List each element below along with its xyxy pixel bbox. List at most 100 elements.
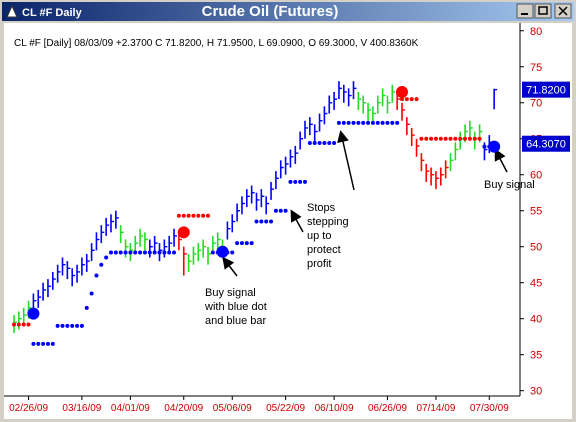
- y-tick-label: 35: [530, 350, 542, 362]
- stop-dot: [482, 144, 487, 149]
- annotation: and blue bar: [205, 315, 266, 327]
- stop-dot: [99, 262, 104, 267]
- stop-dot: [322, 141, 327, 146]
- stop-dot: [172, 250, 177, 255]
- y-tick-label: 40: [530, 314, 542, 326]
- stop-dot: [191, 213, 196, 218]
- stop-dot: [249, 241, 254, 246]
- annotation: with blue dot: [204, 301, 267, 313]
- stop-dot: [113, 250, 118, 255]
- stop-dot: [458, 136, 463, 141]
- stop-dot: [385, 120, 390, 125]
- y-tick-label: 50: [530, 242, 542, 254]
- stop-dot: [55, 323, 60, 328]
- stop-dot: [41, 341, 46, 346]
- stop-dot: [196, 213, 201, 218]
- stop-dot: [230, 250, 235, 255]
- stop-dot: [429, 136, 434, 141]
- stop-dot: [273, 208, 278, 213]
- stop-dot: [453, 136, 458, 141]
- stop-dot: [157, 250, 162, 255]
- stop-dot: [152, 250, 157, 255]
- stop-dot: [467, 136, 472, 141]
- stop-dot: [89, 291, 94, 296]
- signal-dot: [396, 85, 408, 98]
- stop-dot: [278, 208, 283, 213]
- stop-dot: [118, 250, 123, 255]
- stop-dot: [346, 120, 351, 125]
- annotation: profit: [307, 258, 331, 270]
- stop-dot: [375, 120, 380, 125]
- stop-dot: [404, 97, 409, 102]
- chart-background: [4, 23, 572, 419]
- signal-dot: [177, 226, 190, 239]
- x-tick-label: 05/22/09: [266, 403, 305, 414]
- y-tick-label: 55: [530, 206, 542, 218]
- stop-dot: [181, 213, 186, 218]
- x-tick-label: 05/06/09: [213, 403, 252, 414]
- y-tick-label: 70: [530, 98, 542, 110]
- stop-dot: [351, 120, 356, 125]
- x-tick-label: 07/30/09: [470, 403, 509, 414]
- stop-dot: [12, 322, 16, 327]
- x-tick-label: 02/26/09: [9, 403, 48, 414]
- stop-dot: [370, 120, 375, 125]
- minimize-button[interactable]: [516, 3, 534, 19]
- x-tick-label: 07/14/09: [416, 403, 455, 414]
- price-tag-label: 64.3070: [526, 139, 566, 151]
- stop-dot: [438, 136, 443, 141]
- annotation: up to: [307, 230, 331, 242]
- stop-dot: [443, 136, 448, 141]
- annotation: Buy signal: [484, 179, 535, 191]
- stop-dot: [109, 250, 113, 255]
- stop-dot: [400, 97, 404, 102]
- stop-dot: [123, 250, 128, 255]
- maximize-button[interactable]: [534, 3, 552, 19]
- stop-dot: [65, 323, 70, 328]
- stop-dot: [448, 136, 453, 141]
- stop-dot: [79, 323, 84, 328]
- stop-dot: [235, 241, 240, 246]
- stop-dot: [162, 250, 167, 255]
- signal-dot: [27, 307, 40, 320]
- stop-dot: [36, 341, 41, 346]
- stop-dot: [142, 250, 147, 255]
- y-tick-label: 45: [530, 278, 542, 290]
- stop-dot: [128, 250, 133, 255]
- stop-dot: [409, 97, 414, 102]
- stop-dot: [259, 219, 264, 224]
- annotation: Buy signal: [205, 287, 256, 299]
- stop-dot: [21, 322, 26, 327]
- stop-dot: [45, 341, 50, 346]
- stop-dot: [303, 179, 307, 184]
- stop-dot: [50, 341, 55, 346]
- x-tick-label: 06/10/09: [315, 403, 354, 414]
- price-tag-label: 71.8200: [526, 85, 566, 97]
- stop-dot: [133, 250, 138, 255]
- stop-dot: [288, 179, 293, 184]
- stop-dot: [75, 323, 80, 328]
- stop-dot: [176, 213, 181, 218]
- stop-dot: [201, 213, 206, 218]
- stop-dot: [312, 141, 317, 146]
- stop-dot: [84, 305, 89, 310]
- y-tick-label: 75: [530, 62, 542, 74]
- app-icon: [6, 4, 18, 18]
- stop-dot: [26, 322, 31, 327]
- stop-dot: [94, 273, 99, 278]
- stop-dot: [264, 219, 269, 224]
- stop-dot: [16, 322, 21, 327]
- stop-dot: [307, 141, 312, 146]
- stop-dot: [472, 136, 477, 141]
- stop-dot: [60, 323, 65, 328]
- stop-dot: [254, 219, 259, 224]
- stop-dot: [341, 120, 346, 125]
- stop-dot: [244, 241, 249, 246]
- stop-dot: [424, 136, 429, 141]
- x-tick-label: 04/01/09: [111, 403, 150, 414]
- window-buttons[interactable]: [516, 3, 572, 19]
- stop-dot: [70, 323, 75, 328]
- stop-dot: [167, 250, 172, 255]
- stop-dot: [317, 141, 322, 146]
